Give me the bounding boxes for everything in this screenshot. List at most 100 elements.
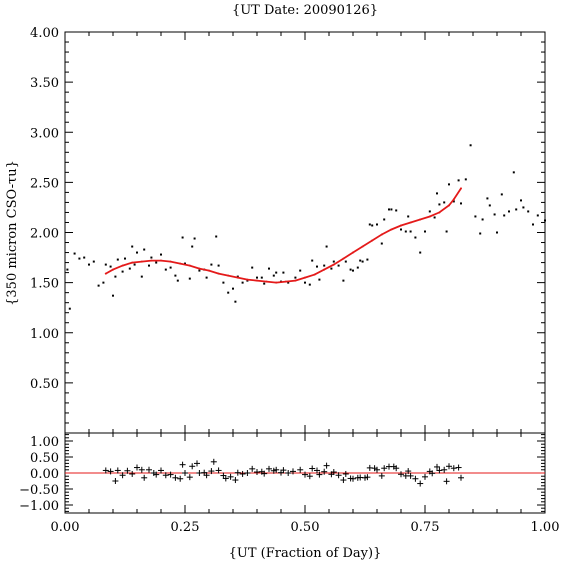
residual-point <box>417 480 424 487</box>
top-y-tick-label: 2.00 <box>30 227 59 242</box>
data-point <box>493 213 496 216</box>
data-point <box>366 258 369 261</box>
residual-point <box>158 467 164 474</box>
data-point <box>104 263 107 266</box>
residual-point <box>429 470 436 477</box>
top-y-tick-label: 1.00 <box>30 327 59 342</box>
data-point <box>140 275 143 278</box>
fit-point <box>256 279 258 282</box>
data-point <box>496 231 498 234</box>
residual-point <box>407 472 414 479</box>
fit-point <box>313 273 316 276</box>
data-point <box>299 269 302 272</box>
data-point <box>443 201 446 204</box>
residual-point <box>239 470 246 477</box>
data-point <box>388 208 390 211</box>
residual-point <box>141 474 148 481</box>
residual-point <box>398 471 404 478</box>
data-point <box>486 197 489 200</box>
data-point <box>102 281 105 284</box>
data-point <box>356 266 359 269</box>
residual-point <box>134 464 140 471</box>
data-point <box>191 245 194 248</box>
data-point <box>136 251 138 254</box>
residual-point <box>186 474 193 481</box>
residual-point <box>124 467 131 474</box>
residual-point <box>434 463 440 470</box>
residual-point <box>443 478 450 485</box>
data-point <box>97 284 100 287</box>
top-y-tick-label: 1.50 <box>30 277 59 292</box>
data-point <box>352 269 354 272</box>
residual-point <box>129 470 136 477</box>
data-point <box>448 183 450 186</box>
data-point <box>234 300 237 303</box>
data-point <box>474 215 477 218</box>
fit-point <box>294 279 297 282</box>
data-point <box>464 178 467 181</box>
residual-point <box>458 474 464 481</box>
residual-point <box>340 477 347 484</box>
data-point <box>294 276 297 279</box>
bottom-panel: −1.00−0.500.000.501.000.00 0.25 0.50 0.75 1.… <box>19 432 559 535</box>
data-point <box>337 264 340 267</box>
residual-point <box>162 472 169 479</box>
data-point <box>116 258 119 261</box>
fit-point <box>332 263 335 266</box>
residual-point <box>321 468 328 475</box>
fit-point <box>428 215 431 218</box>
x-tick-label: 0.50 <box>291 520 320 535</box>
fit-point <box>140 260 143 263</box>
residual-point <box>455 464 462 471</box>
top-panel: 0.50 1.00 1.50 2.00 2.50 3.00 3.50 4.00 <box>30 26 546 434</box>
data-point <box>433 216 436 219</box>
data-point <box>544 219 546 222</box>
data-point <box>272 274 275 277</box>
fit-point <box>371 239 374 242</box>
data-point <box>469 144 472 147</box>
residual-point <box>306 473 313 480</box>
data-point <box>536 214 539 217</box>
fit-point <box>448 204 450 207</box>
fit-point <box>208 269 210 272</box>
residual-point <box>378 472 385 479</box>
bottom-y-tick-label: −0.50 <box>19 483 59 498</box>
data-point <box>316 265 318 268</box>
data-point <box>371 224 374 227</box>
data-point <box>522 206 525 209</box>
data-point <box>287 281 290 284</box>
data-point <box>205 276 208 279</box>
data-point <box>150 256 153 259</box>
data-point <box>342 279 345 282</box>
data-point <box>112 294 114 297</box>
residual-point <box>280 467 287 474</box>
data-point <box>176 279 179 282</box>
x-tick-label: 0.25 <box>171 520 200 535</box>
fit-point <box>380 233 383 236</box>
data-point <box>512 171 515 174</box>
top-y-tick-label: 3.50 <box>30 76 59 91</box>
data-point <box>325 245 328 248</box>
residual-point <box>285 470 292 476</box>
residual-point <box>342 470 349 477</box>
residual-point <box>290 468 296 475</box>
fit-point <box>265 280 268 283</box>
fit-point <box>112 268 114 271</box>
residual-point <box>179 461 186 468</box>
residual-point <box>167 471 174 478</box>
data-point <box>479 232 482 235</box>
residual-point <box>182 470 188 476</box>
residual-point <box>203 472 210 479</box>
data-point <box>174 274 177 277</box>
fit-point <box>246 278 249 281</box>
data-point <box>236 275 239 278</box>
data-point <box>409 230 412 233</box>
data-point <box>515 208 518 211</box>
residual-point <box>314 467 320 474</box>
data-point <box>368 223 371 226</box>
residual-point <box>436 467 443 474</box>
residual-point <box>309 465 316 472</box>
data-point <box>131 245 134 248</box>
data-point <box>73 252 76 255</box>
